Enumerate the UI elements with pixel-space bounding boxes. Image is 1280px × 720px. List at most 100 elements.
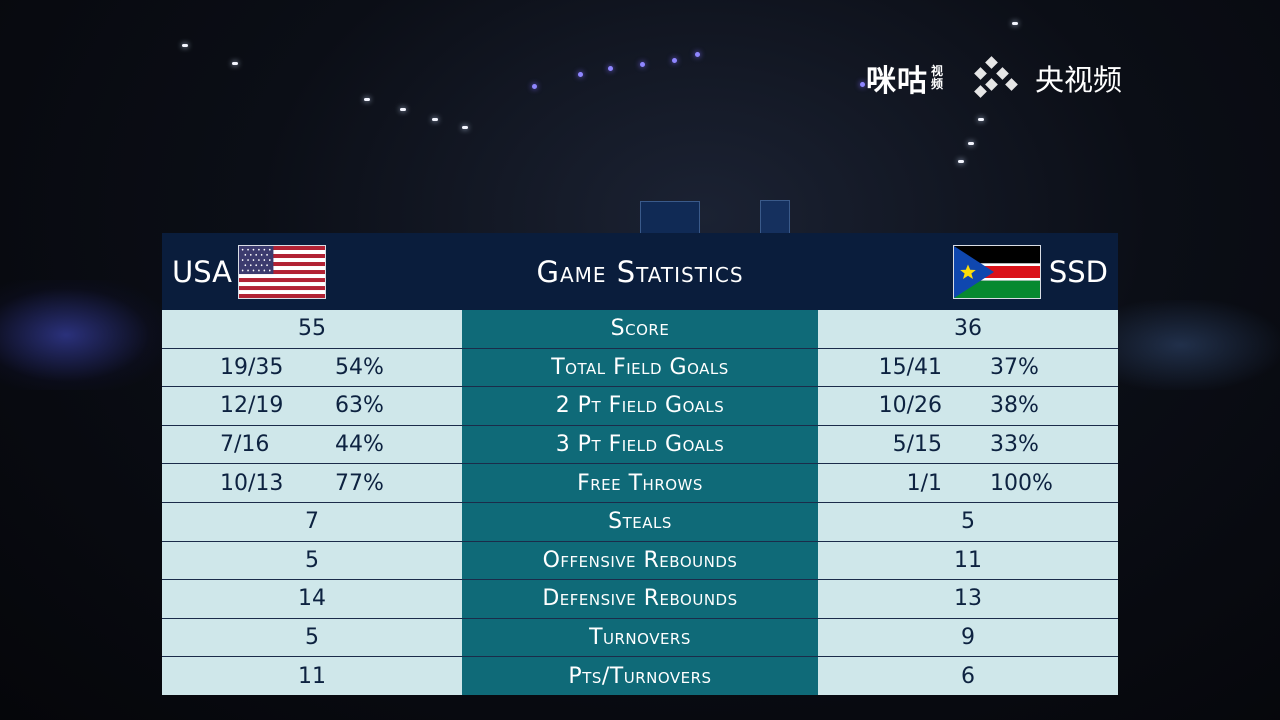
stat-left-cell: 7/16 44% bbox=[162, 425, 462, 464]
migu-logo-subtext: 视频 bbox=[931, 64, 945, 91]
stat-right-made: 1/1 bbox=[906, 470, 942, 496]
stat-left-cell: 5 bbox=[162, 541, 462, 580]
stat-left-made: 10/13 bbox=[220, 470, 284, 496]
arena-scoreboard-side bbox=[760, 200, 790, 236]
stat-left-value: 7 bbox=[305, 509, 319, 535]
ceiling-light bbox=[958, 160, 964, 163]
stat-right-cell: 36 bbox=[818, 310, 1118, 348]
stat-left-cell: 7 bbox=[162, 502, 462, 541]
crowd-lights-left bbox=[0, 280, 165, 390]
stat-left-value: 14 bbox=[298, 586, 326, 612]
stat-left-pct: 54% bbox=[335, 354, 384, 380]
crowd-lights-right bbox=[1115, 300, 1280, 390]
stat-label: 2 Pt Field Goals bbox=[462, 387, 818, 425]
stat-left-pct: 44% bbox=[335, 432, 384, 458]
stat-right-made: 15/41 bbox=[878, 354, 942, 380]
stat-right-cell: 15/41 37% bbox=[818, 348, 1118, 387]
stat-label: Total Field Goals bbox=[462, 348, 818, 387]
stat-right-value: 36 bbox=[954, 316, 982, 342]
stat-row-pts-turnovers: 11 Pts/Turnovers 6 bbox=[162, 656, 1118, 695]
stage-light bbox=[860, 82, 865, 87]
team-left-code: USA bbox=[172, 254, 233, 289]
ceiling-light bbox=[968, 142, 974, 145]
stat-right-made: 5/15 bbox=[892, 432, 942, 458]
ceiling-light bbox=[462, 126, 468, 129]
stat-left-cell: 11 bbox=[162, 657, 462, 695]
stat-left-made: 19/35 bbox=[220, 354, 284, 380]
stat-left-cell: 10/13 77% bbox=[162, 464, 462, 502]
stat-row-defensive-rebounds: 14 Defensive Rebounds 13 bbox=[162, 579, 1118, 618]
stat-right-made: 10/26 bbox=[878, 393, 942, 419]
stat-left-cell: 5 bbox=[162, 618, 462, 657]
stat-left-cell: 55 bbox=[162, 310, 462, 348]
stat-left-value: 5 bbox=[305, 547, 319, 573]
stat-right-value: 11 bbox=[954, 547, 982, 573]
stat-right-value: 5 bbox=[961, 509, 975, 535]
stat-left-made: 12/19 bbox=[220, 393, 284, 419]
team-right-code: SSD bbox=[1048, 254, 1108, 289]
stat-row-free-throws: 10/13 77% Free Throws 1/1 100% bbox=[162, 463, 1118, 502]
stat-right-value: 13 bbox=[954, 586, 982, 612]
stat-right-cell: 5/15 33% bbox=[818, 425, 1118, 464]
ceiling-light bbox=[978, 118, 984, 121]
stage-light bbox=[672, 58, 677, 63]
stage-light bbox=[695, 52, 700, 57]
stage-light bbox=[532, 84, 537, 89]
stat-row-steals: 7 Steals 5 bbox=[162, 501, 1118, 541]
stat-label: Turnovers bbox=[462, 618, 818, 657]
stat-label: Pts/Turnovers bbox=[462, 657, 818, 695]
stat-right-pct: 33% bbox=[990, 432, 1039, 458]
stat-right-cell: 13 bbox=[818, 580, 1118, 618]
stat-row-score: 55 Score 36 bbox=[162, 310, 1118, 348]
migu-logo: 咪咕 视频 bbox=[866, 56, 945, 100]
stat-row-total-field-goals: 19/35 54% Total Field Goals 15/41 37% bbox=[162, 347, 1118, 387]
game-statistics-panel: USA Game Statistics bbox=[162, 233, 1118, 695]
ceiling-light bbox=[364, 98, 370, 101]
ceiling-light bbox=[432, 118, 438, 121]
stat-right-cell: 11 bbox=[818, 541, 1118, 580]
stat-left-pct: 77% bbox=[335, 470, 384, 496]
ceiling-light bbox=[232, 62, 238, 65]
stats-table: 55 Score 36 19/35 54% Total Field Goals … bbox=[162, 310, 1118, 695]
cctv-logo-text: 央视频 bbox=[1035, 63, 1123, 97]
stat-label: Free Throws bbox=[462, 464, 818, 502]
panel-title: Game Statistics bbox=[536, 255, 744, 289]
migu-logo-text: 咪咕 bbox=[866, 64, 928, 99]
stat-right-cell: 1/1 100% bbox=[818, 464, 1118, 502]
cctv-mark-icon bbox=[974, 56, 1018, 98]
stat-label: Offensive Rebounds bbox=[462, 541, 818, 580]
stat-right-cell: 9 bbox=[818, 618, 1118, 657]
ceiling-light bbox=[400, 108, 406, 111]
ceiling-light bbox=[1012, 22, 1018, 25]
stat-left-cell: 19/35 54% bbox=[162, 348, 462, 387]
usa-flag-icon bbox=[238, 244, 327, 299]
stat-left-pct: 63% bbox=[335, 393, 384, 419]
stat-right-value: 6 bbox=[961, 663, 975, 689]
stat-label: 3 Pt Field Goals bbox=[462, 425, 818, 464]
stat-label: Score bbox=[462, 310, 818, 348]
ceiling-light bbox=[182, 44, 188, 47]
stat-left-made: 7/16 bbox=[220, 432, 270, 458]
stat-row-2pt-field-goals: 12/19 63% 2 Pt Field Goals 10/26 38% bbox=[162, 386, 1118, 425]
stat-right-pct: 37% bbox=[990, 354, 1039, 380]
team-left: USA bbox=[172, 233, 327, 310]
broadcaster-logos: 咪咕 视频 央视频 bbox=[866, 56, 1122, 100]
stat-right-cell: 6 bbox=[818, 657, 1118, 695]
stat-row-offensive-rebounds: 5 Offensive Rebounds 11 bbox=[162, 540, 1118, 580]
stage-light bbox=[640, 62, 645, 67]
arena-scoreboard bbox=[640, 201, 700, 235]
stat-row-3pt-field-goals: 7/16 44% 3 Pt Field Goals 5/15 33% bbox=[162, 424, 1118, 464]
stat-left-value: 11 bbox=[298, 663, 326, 689]
stat-right-cell: 5 bbox=[818, 502, 1118, 541]
stat-label: Steals bbox=[462, 502, 818, 541]
stat-left-cell: 14 bbox=[162, 580, 462, 618]
stat-right-cell: 10/26 38% bbox=[818, 387, 1118, 425]
team-right: SSD bbox=[952, 233, 1108, 310]
stat-left-value: 5 bbox=[305, 625, 319, 651]
cctv-video-logo: 央视频 bbox=[967, 56, 1122, 100]
stat-row-turnovers: 5 Turnovers 9 bbox=[162, 617, 1118, 657]
stat-right-value: 9 bbox=[961, 625, 975, 651]
stat-right-pct: 100% bbox=[990, 470, 1053, 496]
south-sudan-flag-icon bbox=[952, 244, 1041, 299]
